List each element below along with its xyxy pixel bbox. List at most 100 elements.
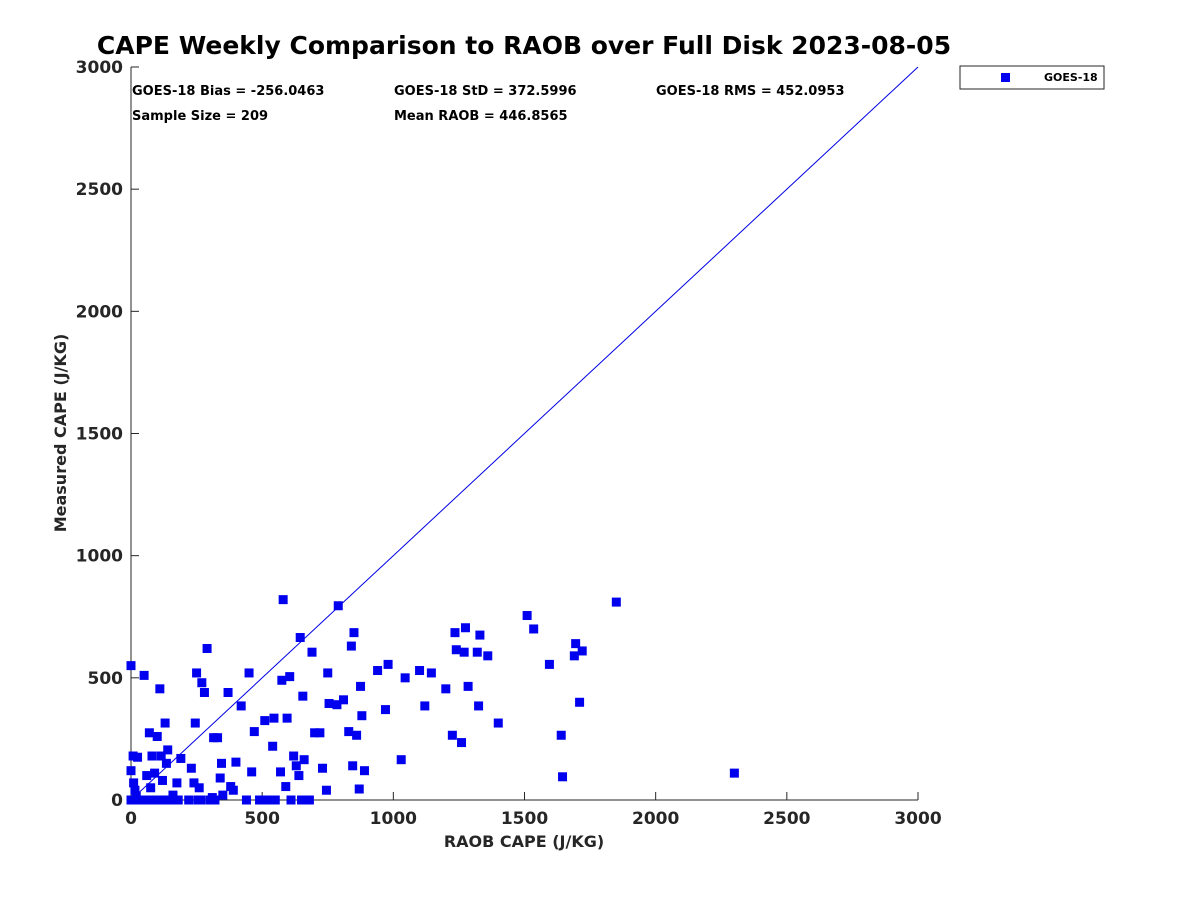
data-point [354, 784, 364, 794]
data-point [451, 645, 461, 655]
data-point [294, 771, 304, 781]
data-point [186, 763, 196, 773]
data-point [297, 795, 307, 805]
data-point [356, 681, 366, 691]
y-tick-label: 500 [88, 669, 124, 689]
y-tick-label: 1500 [76, 425, 123, 445]
data-point [299, 755, 309, 765]
data-point [197, 678, 207, 688]
data-point [475, 630, 485, 640]
stat-bias: GOES-18 Bias = -256.0463 [132, 84, 324, 99]
data-point [172, 778, 182, 788]
data-point [338, 695, 348, 705]
data-point [286, 795, 296, 805]
data-point [217, 758, 227, 768]
data-point [344, 727, 354, 737]
data-point [213, 733, 223, 743]
data-point [161, 758, 171, 768]
data-point [346, 641, 356, 651]
stat-std: GOES-18 StD = 372.5996 [394, 84, 577, 99]
legend: GOES-18 [959, 65, 1105, 90]
data-point [270, 795, 280, 805]
stat-sample-size: Sample Size = 209 [132, 109, 268, 124]
x-tick-label: 1500 [501, 809, 548, 829]
legend-entry-goes-18: GOES-18 [1044, 71, 1098, 84]
data-point [310, 728, 320, 738]
data-point [139, 670, 149, 680]
data-point [400, 673, 410, 683]
data-point [483, 651, 493, 661]
x-ticks: 0 500 1000 1500 2000 2500 3000 [125, 792, 942, 829]
x-tick-label: 2000 [632, 809, 679, 829]
data-point [447, 730, 457, 740]
data-point [247, 767, 257, 777]
data-point [152, 731, 162, 741]
data-point [189, 778, 199, 788]
stats-block: GOES-18 Bias = -256.0463 GOES-18 StD = 3… [132, 84, 845, 124]
data-point [157, 775, 167, 785]
data-point [244, 668, 254, 678]
data-point [202, 644, 212, 654]
y-ticks: 0 500 1000 1500 2000 2500 3000 [76, 58, 139, 811]
data-point [218, 790, 228, 800]
data-point [176, 753, 186, 763]
x-tick-label: 1000 [370, 809, 417, 829]
data-point [332, 700, 342, 710]
data-point [357, 711, 367, 721]
data-point [522, 611, 532, 621]
data-point [265, 795, 275, 805]
data-point [289, 751, 299, 761]
data-point [126, 661, 136, 671]
data-point [249, 727, 259, 737]
data-point [420, 701, 430, 711]
data-point [333, 601, 343, 611]
chart-title: CAPE Weekly Comparison to RAOB over Full… [97, 31, 951, 60]
x-tick-label: 500 [244, 809, 280, 829]
data-point [291, 761, 301, 771]
data-point [493, 718, 503, 728]
data-point [426, 668, 436, 678]
data-point [210, 795, 220, 805]
data-point [142, 771, 152, 781]
data-point [307, 647, 317, 657]
data-point [324, 698, 334, 708]
data-point [460, 623, 470, 633]
data-point [268, 741, 278, 751]
data-point [323, 668, 333, 678]
data-point [277, 675, 287, 685]
y-tick-label: 0 [111, 791, 123, 811]
data-point [359, 766, 369, 776]
y-tick-label: 2000 [76, 302, 123, 322]
data-point [315, 728, 325, 738]
data-point [146, 783, 156, 793]
data-point [160, 718, 170, 728]
data-point [144, 728, 154, 738]
data-point [569, 651, 579, 661]
x-tick-label: 3000 [894, 809, 941, 829]
data-point [163, 745, 173, 755]
data-point [276, 767, 286, 777]
data-point [190, 718, 200, 728]
data-point [126, 766, 136, 776]
data-point [281, 782, 291, 792]
data-point [415, 666, 425, 676]
data-point [544, 659, 554, 669]
data-point [269, 713, 279, 723]
data-point [457, 738, 467, 748]
data-point [215, 773, 225, 783]
data-point [278, 595, 288, 605]
data-point [150, 768, 160, 778]
data-point [373, 666, 383, 676]
data-point [282, 713, 292, 723]
data-point [260, 716, 270, 726]
data-point [194, 783, 204, 793]
data-point [196, 795, 206, 805]
stat-rms: GOES-18 RMS = 452.0953 [656, 84, 845, 99]
x-axis-label: RAOB CAPE (J/KG) [444, 832, 604, 851]
data-point [295, 633, 305, 643]
data-point [241, 795, 251, 805]
data-point [348, 761, 358, 771]
data-point [156, 751, 166, 761]
data-point [304, 795, 314, 805]
